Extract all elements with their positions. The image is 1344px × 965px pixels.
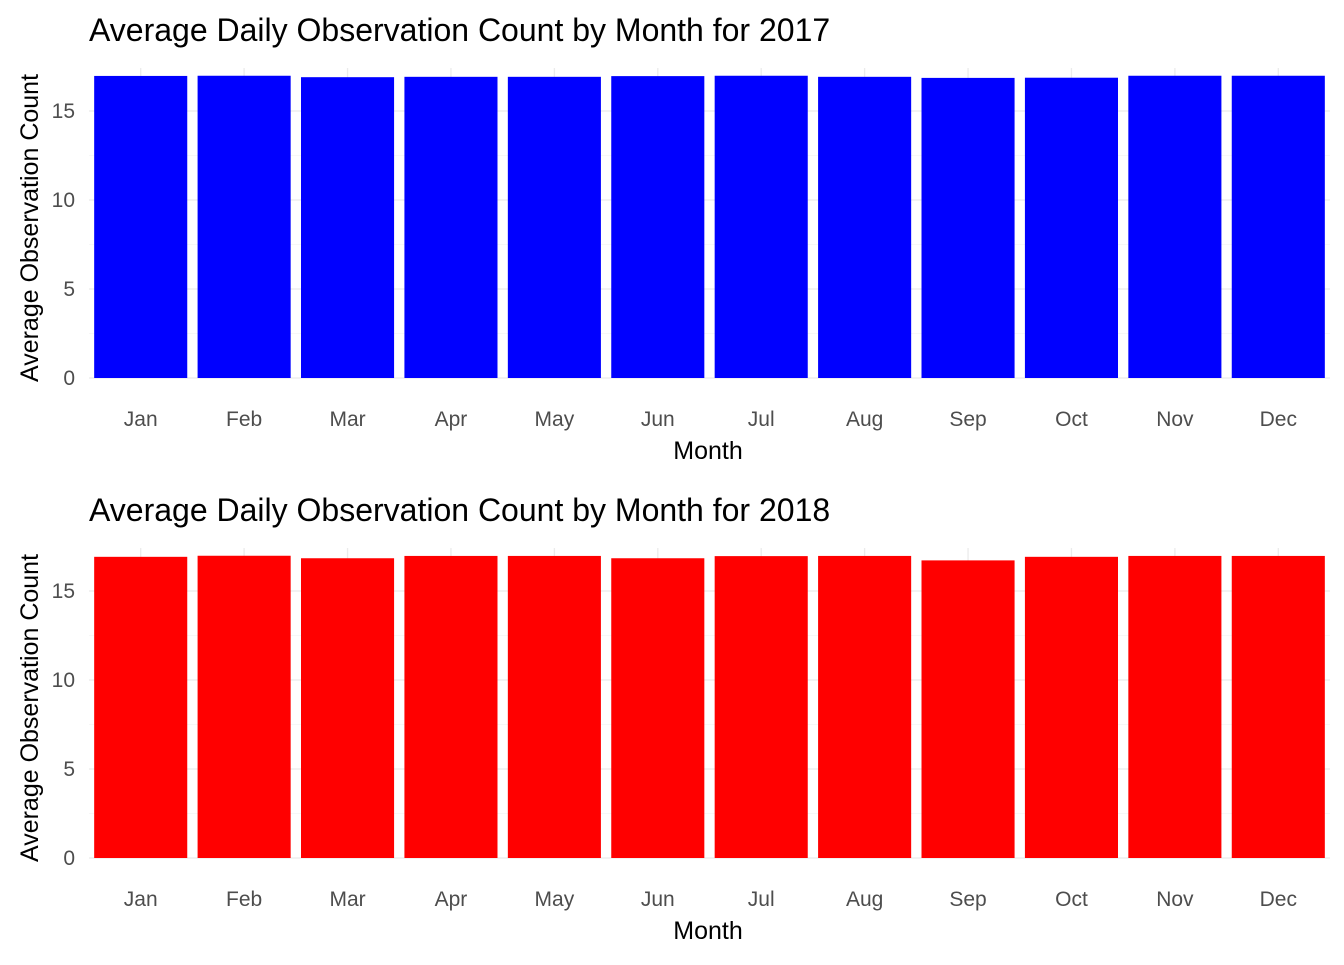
x-tick-label: Jun <box>641 888 675 911</box>
x-tick-label: Jul <box>748 888 775 911</box>
y-axis-title: Average Observation Count <box>16 74 44 382</box>
x-tick-label: Jan <box>124 408 158 431</box>
x-tick-labels: Jan Feb Mar Apr May Jun Jul Aug Sep Oct Nov Dec <box>124 408 1297 431</box>
bar-sep <box>921 77 1015 378</box>
bars <box>94 555 1325 858</box>
x-tick-label: Aug <box>846 408 883 431</box>
y-tick-label: 5 <box>63 278 75 301</box>
bar-may <box>507 76 601 378</box>
bar-feb <box>197 555 291 858</box>
y-tick-label: 10 <box>52 189 75 212</box>
chart-title: Average Daily Observation Count by Month… <box>89 12 830 48</box>
bar-oct <box>1024 556 1118 858</box>
x-tick-labels: Jan Feb Mar Apr May Jun Jul Aug Sep Oct Nov Dec <box>124 888 1297 911</box>
y-axis-title: Average Observation Count <box>16 554 44 862</box>
x-tick-label: Sep <box>949 408 986 431</box>
x-tick-label: Dec <box>1260 888 1297 911</box>
bar-may <box>507 555 601 858</box>
x-tick-label: Oct <box>1055 408 1088 431</box>
x-tick-label: Jun <box>641 408 675 431</box>
x-tick-label: Aug <box>846 888 883 911</box>
bar-nov <box>1128 555 1222 858</box>
chart-panel-2018: Average Daily Observation Count by Month… <box>16 492 1330 945</box>
y-tick-label: 15 <box>52 580 75 603</box>
x-tick-label: Oct <box>1055 888 1088 911</box>
y-tick-label: 0 <box>63 847 75 870</box>
chart-panel-2017: Average Daily Observation Count by Month… <box>16 12 1330 465</box>
bar-sep <box>921 560 1015 858</box>
bar-dec <box>1231 75 1325 379</box>
bar-mar <box>301 558 395 858</box>
y-tick-label: 10 <box>52 669 75 692</box>
y-tick-labels: 0 5 10 15 <box>52 580 75 870</box>
x-tick-label: Apr <box>435 408 468 431</box>
x-axis-title: Month <box>673 437 742 465</box>
bar-jul <box>714 556 808 858</box>
bar-jun <box>611 558 705 858</box>
bar-apr <box>404 555 498 858</box>
bar-apr <box>404 76 498 378</box>
x-tick-label: Mar <box>329 408 365 431</box>
bars <box>94 75 1325 379</box>
x-tick-label: May <box>535 888 575 911</box>
bar-dec <box>1231 555 1325 858</box>
y-tick-label: 0 <box>63 367 75 390</box>
x-tick-label: Feb <box>226 888 262 911</box>
bar-oct <box>1024 77 1118 379</box>
x-axis-title: Month <box>673 917 742 945</box>
chart-title: Average Daily Observation Count by Month… <box>89 492 830 528</box>
y-tick-label: 15 <box>52 100 75 123</box>
x-tick-label: Dec <box>1260 408 1297 431</box>
bar-aug <box>818 76 912 378</box>
bar-jun <box>611 76 705 378</box>
x-tick-label: Feb <box>226 408 262 431</box>
x-tick-label: Jul <box>748 408 775 431</box>
y-tick-label: 5 <box>63 758 75 781</box>
bar-jan <box>94 556 188 858</box>
x-tick-label: Sep <box>949 888 986 911</box>
x-tick-label: Nov <box>1156 408 1194 431</box>
bar-jul <box>714 75 808 379</box>
x-tick-label: Jan <box>124 888 158 911</box>
bar-aug <box>818 555 912 858</box>
bar-jan <box>94 75 188 379</box>
x-tick-label: Apr <box>435 888 468 911</box>
bar-nov <box>1128 75 1222 379</box>
bar-mar <box>301 77 395 379</box>
bar-feb <box>197 75 291 379</box>
x-tick-label: Mar <box>329 888 365 911</box>
x-tick-label: May <box>535 408 575 431</box>
x-tick-label: Nov <box>1156 888 1194 911</box>
y-tick-labels: 0 5 10 15 <box>52 100 75 390</box>
